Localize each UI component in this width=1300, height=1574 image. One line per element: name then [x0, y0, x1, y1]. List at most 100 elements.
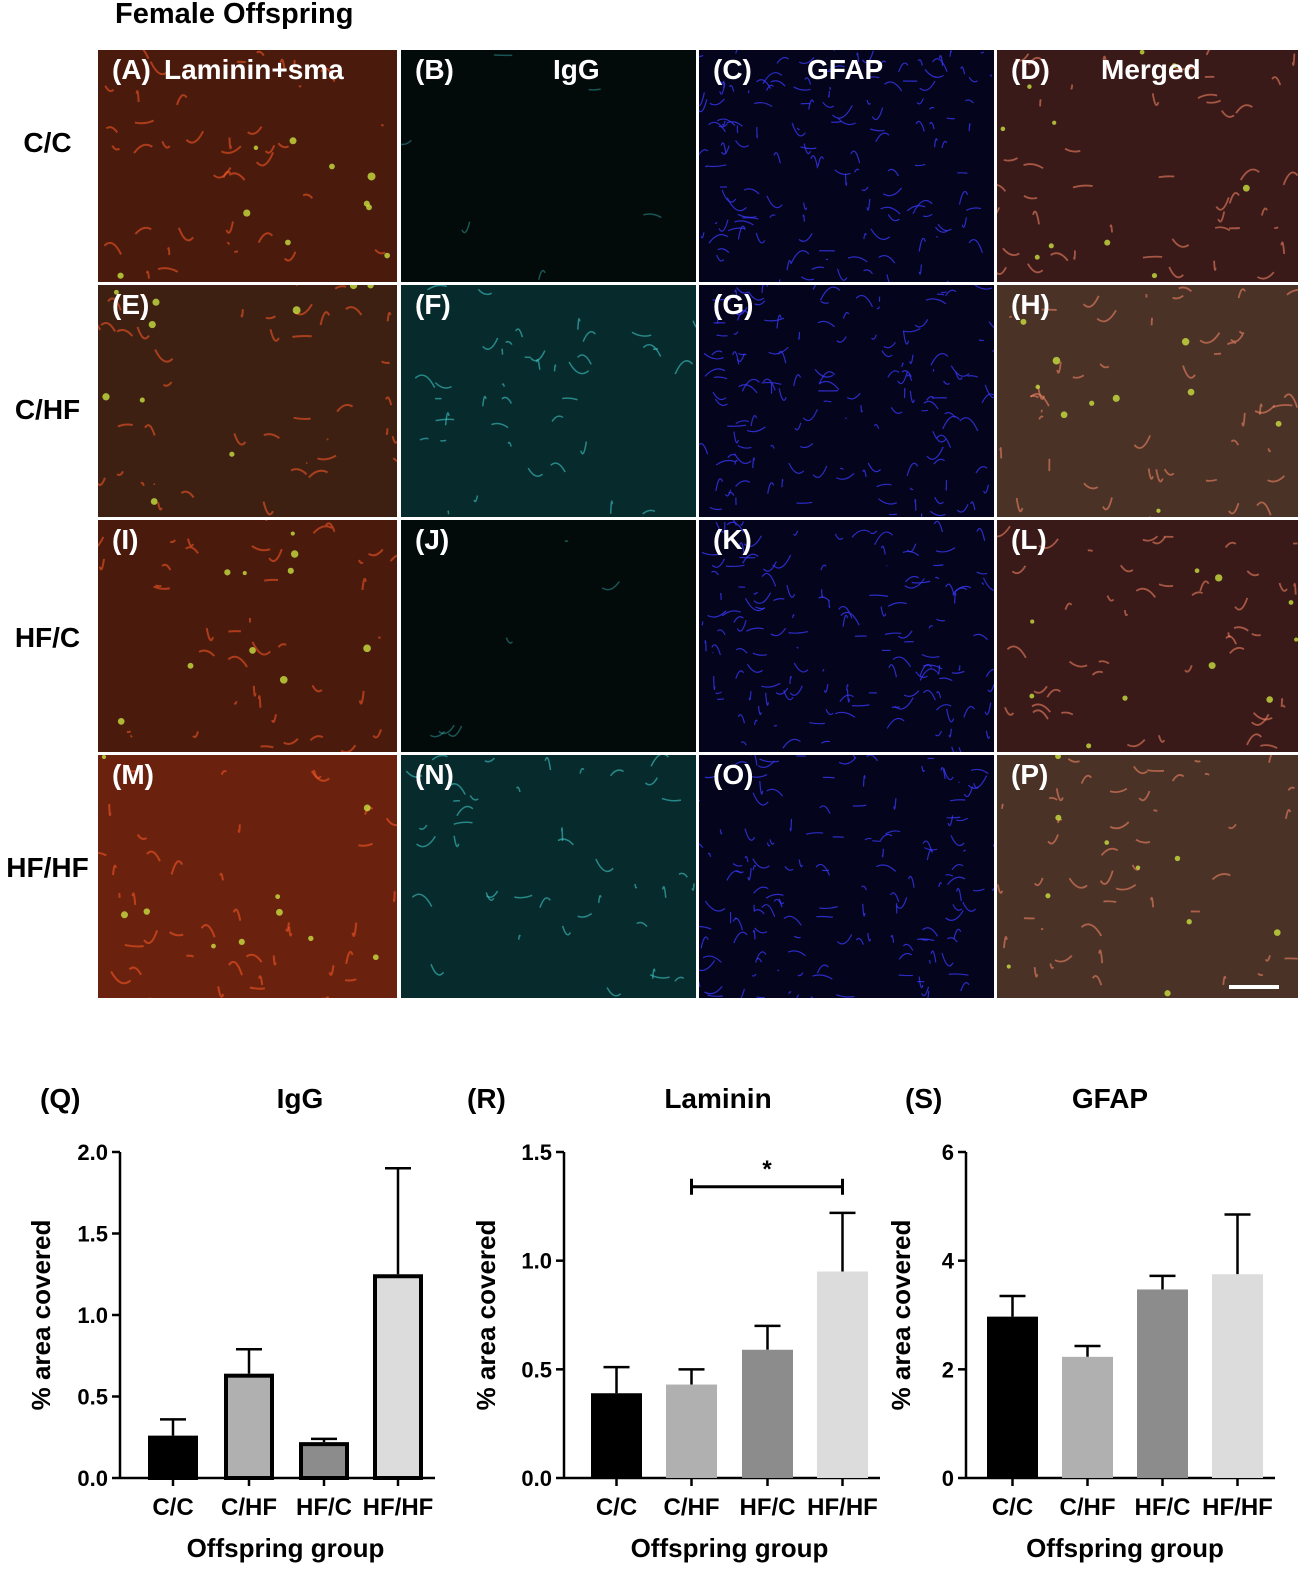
y-tick-label: 0 — [942, 1466, 954, 1491]
micrograph-panel: (O) — [699, 755, 994, 998]
y-tick-label: 2.0 — [77, 1140, 108, 1165]
x-tick-label: HF/C — [296, 1494, 352, 1521]
bar — [817, 1271, 868, 1478]
row-label-hfhf: HF/HF — [6, 852, 89, 883]
panel-label: (O) — [713, 759, 754, 790]
micrograph-panel: (C) GFAP — [699, 50, 994, 282]
micrograph-panel: (B) IgG — [401, 50, 696, 282]
figure-title: Female Offspring — [115, 0, 354, 30]
y-tick-label: 1.5 — [77, 1222, 108, 1247]
micrograph-image — [401, 285, 696, 517]
micrograph-image — [699, 520, 994, 752]
micrograph-image — [401, 520, 696, 752]
x-tick-label: C/HF — [221, 1494, 277, 1521]
bar — [373, 1274, 423, 1480]
micrograph-panel: (E) — [98, 285, 397, 517]
micrograph-image — [699, 755, 994, 998]
bar — [591, 1393, 642, 1478]
chart-title: GFAP — [1072, 1083, 1148, 1114]
y-tick-label: 1.0 — [77, 1303, 108, 1328]
chart-panel-label: (Q) — [40, 1083, 80, 1114]
y-tick-label: 2 — [942, 1357, 954, 1382]
panel-channel-label: GFAP — [807, 54, 884, 85]
row-label-cc: C/C — [23, 127, 72, 158]
panel-label: (B) — [415, 54, 454, 85]
micrograph-grid: (A) Laminin+sma (B) IgG (C) GFAP (D) Merged (E) (… — [98, 50, 1298, 998]
micrograph-image — [997, 50, 1298, 282]
row-label-chf: C/HF — [14, 394, 81, 425]
row-label-hfc: HF/C — [14, 622, 81, 653]
micrograph-panel: (G) — [699, 285, 994, 517]
micrograph-panel: (D) Merged — [997, 50, 1298, 282]
micrograph-image — [401, 50, 696, 282]
panel-label: (A) — [112, 54, 151, 85]
y-axis-label: % area covered — [471, 1220, 501, 1411]
panel-label: (L) — [1011, 524, 1047, 555]
micrograph-image — [98, 755, 397, 998]
panel-channel-label: IgG — [553, 54, 600, 85]
micrograph-panel: (N) — [401, 755, 696, 998]
bar-charts-svg: (Q) IgG 0.0 0.5 1.0 1.5 2.0 % area covered C/C C/… — [26, 1083, 1275, 1563]
bar — [1212, 1274, 1263, 1478]
micrograph-panel: (A) Laminin+sma — [98, 50, 397, 282]
x-axis-label: Offspring group — [631, 1533, 829, 1563]
panel-label: (G) — [713, 289, 754, 320]
micrograph-panel: (F) — [401, 285, 696, 517]
micrograph-image — [699, 50, 994, 282]
chart-title: IgG — [277, 1083, 324, 1114]
micrograph-image — [98, 50, 397, 282]
x-tick-label: HF/HF — [807, 1494, 878, 1521]
x-axis-label: Offspring group — [1026, 1533, 1224, 1563]
panel-label: (C) — [713, 54, 752, 85]
panel-label: (K) — [713, 524, 752, 555]
panel-channel-label: Laminin+sma — [164, 54, 344, 85]
x-tick-label: HF/C — [1135, 1494, 1191, 1521]
chart-title: Laminin — [664, 1083, 771, 1114]
significance-marker: * — [762, 1156, 772, 1183]
micrograph-panel: (K) — [699, 520, 994, 752]
x-tick-label: C/C — [596, 1494, 637, 1521]
y-tick-label: 0.5 — [521, 1357, 552, 1382]
micrograph-image — [997, 285, 1298, 517]
micrograph-panel: (J) — [401, 520, 696, 752]
bar — [1062, 1356, 1113, 1478]
x-tick-label: HF/C — [740, 1494, 796, 1521]
bar-charts-area: (Q) IgG 0.0 0.5 1.0 1.5 2.0 % area covered C/C C/… — [0, 1060, 1300, 1569]
micrograph-panel: (M) — [98, 755, 397, 998]
y-tick-label: 4 — [942, 1249, 955, 1274]
bar — [148, 1435, 198, 1480]
micrograph-image — [401, 755, 696, 998]
bar — [1137, 1289, 1188, 1478]
y-axis-label: % area covered — [886, 1220, 916, 1411]
y-tick-label: 0.5 — [77, 1385, 108, 1410]
panel-label: (N) — [415, 759, 454, 790]
bar — [666, 1384, 717, 1478]
panel-label: (P) — [1011, 759, 1049, 790]
panel-label: (J) — [415, 524, 450, 555]
micrograph-panel: (I) — [98, 520, 397, 752]
x-tick-label: C/HF — [664, 1494, 720, 1521]
micrograph-image — [699, 285, 994, 517]
y-tick-label: 0.0 — [521, 1466, 552, 1491]
bar — [742, 1349, 793, 1478]
bar — [987, 1316, 1038, 1478]
panel-label: (M) — [112, 759, 154, 790]
x-tick-label: C/HF — [1060, 1494, 1116, 1521]
y-axis-label: % area covered — [26, 1220, 56, 1411]
y-tick-label: 1.0 — [521, 1249, 552, 1274]
bar — [299, 1442, 349, 1481]
micrograph-image — [997, 755, 1298, 998]
y-tick-label: 6 — [942, 1140, 954, 1165]
panel-channel-label: Merged — [1101, 54, 1201, 85]
micrograph-panel: (P) — [997, 755, 1298, 998]
panel-label: (F) — [415, 289, 451, 320]
x-tick-label: C/C — [152, 1494, 193, 1521]
y-tick-label: 0.0 — [77, 1466, 108, 1491]
bar — [224, 1373, 274, 1480]
micrograph-image — [98, 285, 397, 517]
y-tick-label: 1.5 — [521, 1140, 552, 1165]
chart-panel-label: (S) — [905, 1083, 942, 1114]
x-tick-label: C/C — [992, 1494, 1033, 1521]
panel-label: (I) — [112, 524, 139, 555]
chart-panel-label: (R) — [467, 1083, 506, 1114]
